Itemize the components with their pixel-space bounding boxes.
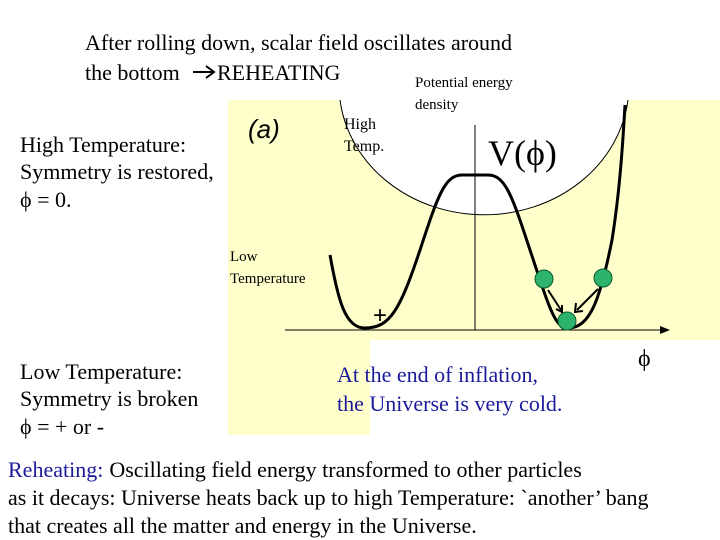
text-line: Symmetry is restored, <box>20 159 214 184</box>
footer-text: Oscillating field energy transformed to … <box>109 457 581 482</box>
text-line: ϕ = 0. <box>20 187 72 212</box>
arrow-icon <box>193 65 216 79</box>
label: Low <box>230 249 258 265</box>
circle-fill <box>340 100 628 215</box>
label: V(ϕ) <box>488 133 557 173</box>
label: Temperature <box>230 271 306 287</box>
text-line: Low Temperature: <box>20 359 182 384</box>
footer-line: Reheating: Oscillating field energy trans… <box>8 457 582 482</box>
axis-label: ϕ <box>638 346 651 372</box>
field-balls <box>534 268 613 331</box>
axis-arrow <box>660 326 670 334</box>
caption: Potential energy <box>415 75 513 91</box>
header-line: the bottom <box>85 60 180 85</box>
text-line: the Universe is very cold. <box>337 391 562 416</box>
text-line: High Temperature: <box>20 132 186 157</box>
label: + <box>373 302 387 329</box>
label: Temp. <box>344 138 384 155</box>
footer-lead: Reheating: <box>8 457 103 482</box>
header-line: After rolling down, scalar field oscilla… <box>85 30 512 55</box>
motion-arrows <box>547 288 599 314</box>
circle-arc <box>339 99 629 216</box>
label: High <box>344 116 376 133</box>
highlight-area <box>228 100 720 435</box>
footer-line: as it decays: Universe heats back up to … <box>8 485 649 510</box>
label: (a) <box>248 114 280 144</box>
text-line: At the end of inflation, <box>337 362 538 387</box>
footer-line: that creates all the matter and energy i… <box>8 513 477 538</box>
caption: density <box>415 97 459 113</box>
potential-curve <box>328 104 627 330</box>
text-line: Symmetry is broken <box>20 386 198 411</box>
text-line: ϕ = + or - <box>20 414 104 439</box>
header-line: REHEATING <box>217 60 341 85</box>
